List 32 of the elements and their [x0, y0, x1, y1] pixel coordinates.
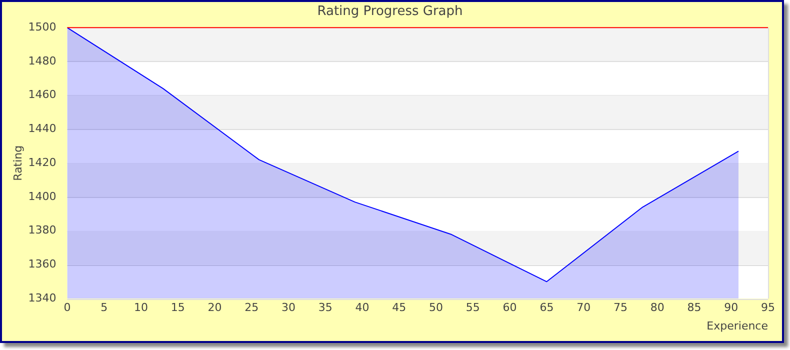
x-tick-label: 70	[576, 301, 591, 314]
x-tick-label: 45	[392, 301, 406, 314]
x-tick-label: 55	[466, 301, 480, 314]
x-tick-label: 0	[64, 301, 71, 314]
x-tick-label: 10	[134, 301, 148, 314]
y-tick-label: 1380	[28, 224, 56, 237]
x-tick-label: 95	[761, 301, 775, 314]
x-tick-label: 85	[687, 301, 702, 314]
x-tick-label: 35	[318, 301, 332, 314]
x-tick-label: 65	[540, 301, 554, 314]
x-tick-label: 30	[282, 301, 296, 314]
chart-title: Rating Progress Graph	[317, 4, 463, 20]
y-tick-label: 1480	[28, 54, 56, 68]
x-axis-title: Experience	[706, 319, 768, 332]
y-axis-title: Rating	[11, 145, 24, 181]
x-tick-label: 20	[208, 301, 222, 314]
x-tick-label: 5	[100, 301, 108, 314]
y-tick-label: 1420	[28, 156, 56, 169]
x-tick-label: 60	[502, 301, 517, 314]
y-tick-label: 1460	[28, 88, 56, 102]
y-tick-label: 1340	[28, 291, 56, 304]
y-tick-label: 1500	[28, 20, 56, 34]
x-tick-label: 25	[244, 301, 259, 314]
y-tick-label: 1400	[28, 190, 56, 203]
y-tick-label: 1360	[28, 258, 56, 271]
x-tick-label: 50	[429, 301, 444, 314]
y-tick-label: 1440	[28, 122, 56, 136]
x-tick-label: 40	[355, 301, 370, 314]
x-tick-label: 80	[650, 301, 664, 314]
x-tick-label: 15	[170, 301, 185, 314]
x-tick-label: 75	[613, 301, 628, 314]
x-tick-label: 90	[724, 301, 738, 314]
